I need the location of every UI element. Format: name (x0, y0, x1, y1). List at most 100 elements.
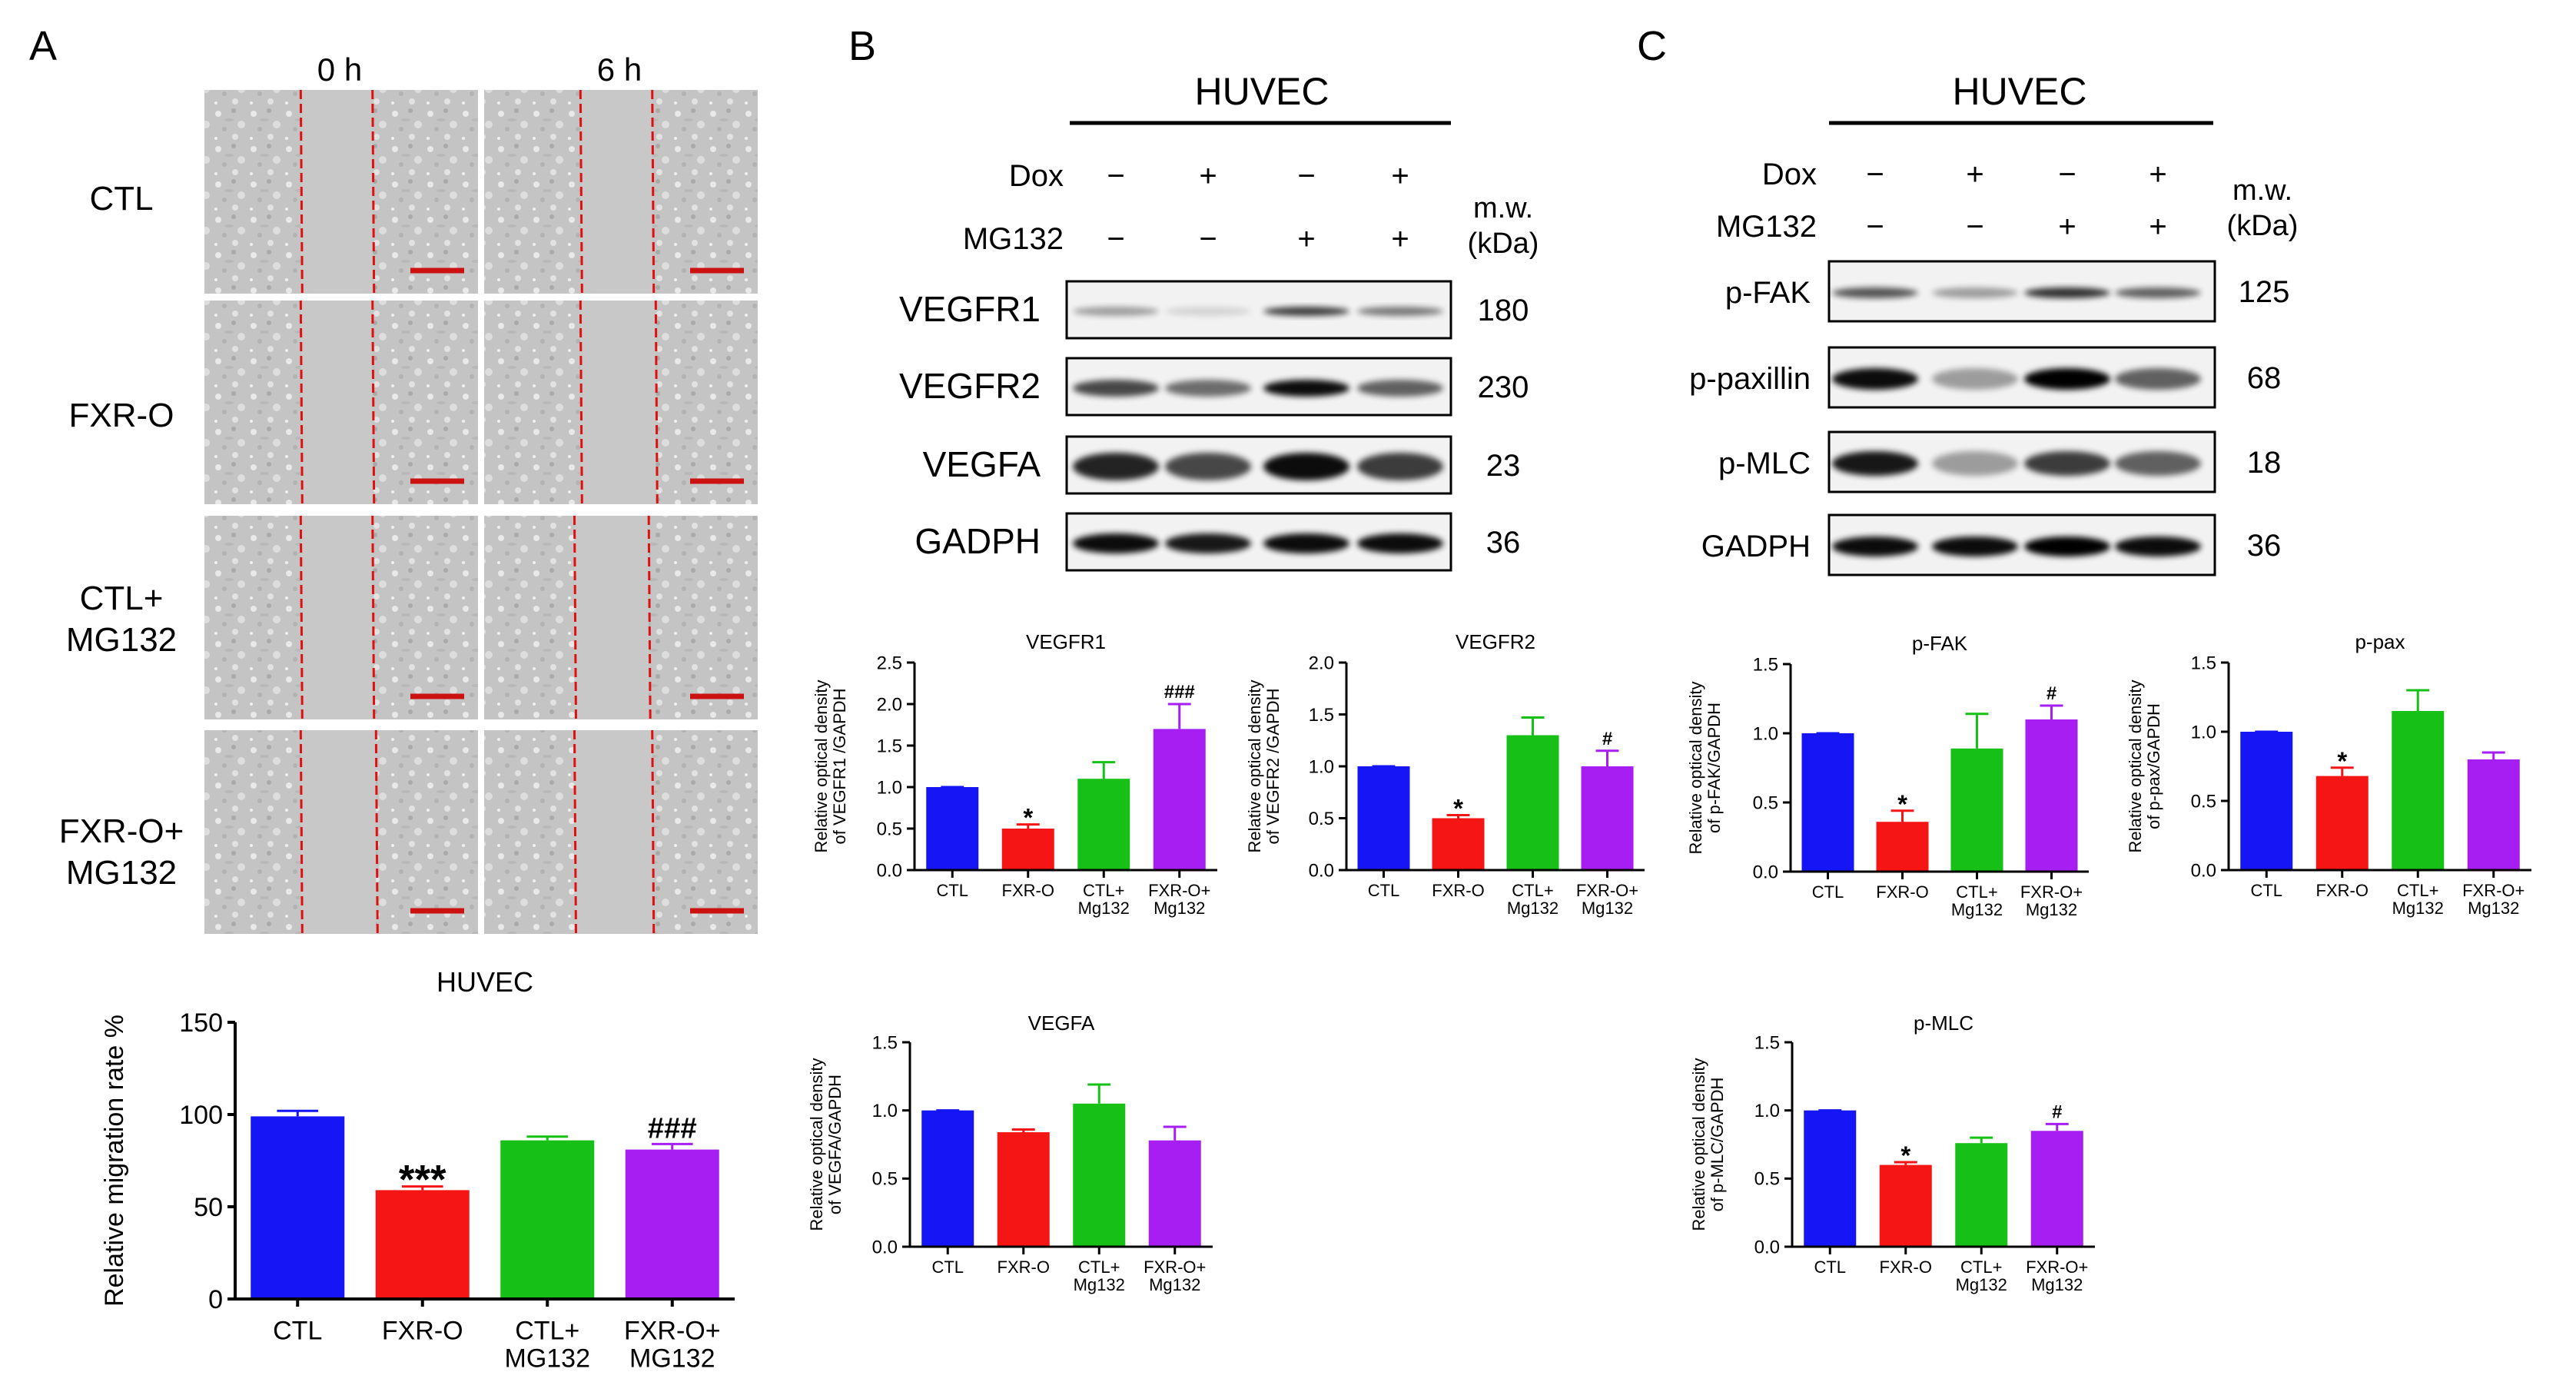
category-label: CTL+ Mg132 (1956, 1257, 2007, 1294)
bar (1801, 733, 1854, 872)
bar (2467, 759, 2520, 870)
bar (926, 787, 979, 870)
y-axis-label-line: of VEGFA/GAPDH (825, 1075, 845, 1214)
bar (1581, 766, 1634, 870)
band (1073, 453, 1159, 480)
chart-title: VEGFR1 (1026, 630, 1106, 653)
category-label: FXR-O (382, 1317, 463, 1346)
treatment-sign: − (1966, 210, 1983, 244)
bar (1950, 748, 2003, 872)
category-label: FXR-O (998, 1257, 1050, 1277)
treatment-label: Dox (1762, 158, 1817, 191)
category-label: CTL (1368, 881, 1400, 900)
category-label: FXR-O+ Mg132 (2026, 1257, 2088, 1294)
significance-mark: # (2052, 1101, 2062, 1122)
band (2024, 537, 2110, 556)
y-tick-label: 1.5 (1753, 654, 1778, 675)
scratch-edge-line (299, 515, 304, 720)
category-label-line: CTL (1368, 881, 1400, 900)
row-label: CTL+ MG132 (66, 580, 177, 659)
scratch-gap (300, 90, 373, 294)
treatment-sign: − (1866, 158, 1884, 191)
category-label: FXR-O (1432, 881, 1484, 900)
category-label: CTL (1812, 882, 1844, 902)
panel-label-c: C (1637, 23, 1667, 69)
y-tick-label: 1.5 (1754, 1032, 1780, 1053)
mw-header: m.w. (kDa) (1468, 192, 1539, 260)
category-label-line: FXR-O+ (1144, 1257, 1206, 1277)
significance-mark: ### (648, 1111, 697, 1144)
y-tick-label: 100 (179, 1101, 223, 1130)
bar (1955, 1143, 2008, 1247)
y-axis-label-line: Relative optical density (1686, 681, 1705, 854)
scratch-edge-line (573, 729, 577, 935)
y-axis-label-line: of p-pax/GAPDH (2144, 703, 2163, 829)
y-tick-label: 0.5 (877, 819, 902, 839)
y-axis-label-line: of VEGFR2 /GAPDH (1263, 689, 1283, 845)
category-label-line: Mg132 (2026, 900, 2077, 919)
band (1263, 533, 1349, 553)
y-tick-label: 0.5 (872, 1169, 898, 1190)
category-label: FXR-O (1880, 1257, 1932, 1277)
y-axis-label-line: Relative optical density (1245, 679, 1264, 852)
category-label-line: Mg132 (2468, 899, 2519, 918)
category-label: FXR-O+ Mg132 (2020, 882, 2083, 919)
y-axis-label-line: Relative optical density (1689, 1058, 1708, 1231)
mw-header-line: (kDa) (1468, 228, 1539, 260)
y-axis-label-line: of VEGFR1 /GAPDH (830, 689, 849, 845)
band (1263, 380, 1349, 397)
scratch-gap (300, 516, 373, 719)
category-label: FXR-O (1002, 881, 1054, 900)
band-label: p-paxillin (1689, 362, 1811, 396)
category-label: FXR-O (1876, 882, 1928, 902)
category-label-line: FXR-O (998, 1257, 1050, 1277)
treatment-sign: + (2149, 210, 2166, 244)
bar (1073, 1103, 1126, 1247)
significance-mark: * (1900, 1141, 1910, 1170)
y-axis-label-line: Relative optical density (2126, 679, 2145, 852)
y-tick-label: 1.5 (2191, 653, 2216, 673)
y-axis-label-line: Relative migration rate % (100, 1015, 129, 1307)
scratch-edge-line (371, 515, 376, 720)
y-tick-label: 0.0 (1754, 1237, 1780, 1257)
band (1357, 380, 1443, 397)
bar (1506, 735, 1559, 870)
y-tick-label: 2.0 (1309, 653, 1334, 673)
category-label-line: MG132 (629, 1344, 715, 1373)
treatment-sign: + (1391, 159, 1409, 193)
scratch-gap (580, 301, 656, 504)
scratch-edge-line (573, 515, 577, 720)
treatment-sign: + (2149, 158, 2166, 191)
treatment-sign: + (1391, 222, 1409, 256)
band (2024, 287, 2110, 298)
bar (1432, 818, 1485, 870)
mw-header-line: (kDa) (2227, 210, 2299, 242)
category-label-line: FXR-O+ (624, 1317, 721, 1346)
chart-title: HUVEC (437, 966, 533, 998)
y-axis-label-line: Relative optical density (807, 1058, 826, 1231)
band-label: VEGFR2 (899, 366, 1041, 406)
molecular-weight: 36 (2247, 529, 2282, 563)
row-label-line: CTL (89, 180, 153, 218)
scratch-edge-line (371, 300, 376, 505)
category-label: FXR-O (2316, 881, 2369, 900)
category-label: CTL+ Mg132 (1074, 1257, 1125, 1294)
bar (2030, 1131, 2083, 1247)
band (1932, 287, 2018, 298)
category-label: FXR-O+ Mg132 (1148, 881, 1210, 918)
category-label: CTL (273, 1317, 322, 1346)
category-label-line: FXR-O (2316, 881, 2369, 900)
scratch-edge-line (651, 89, 656, 294)
scratch-edge-line (299, 89, 304, 294)
category-label: CTL (936, 881, 968, 900)
band-label: GADPH (915, 521, 1041, 561)
bar (2240, 732, 2293, 870)
y-tick-label: 0.5 (1309, 809, 1334, 829)
category-label: FXR-O+ Mg132 (1144, 1257, 1206, 1294)
category-label-line: CTL+ (1960, 1257, 2002, 1277)
blot-title: HUVEC (1952, 70, 2086, 113)
band-label: p-MLC (1718, 447, 1811, 480)
